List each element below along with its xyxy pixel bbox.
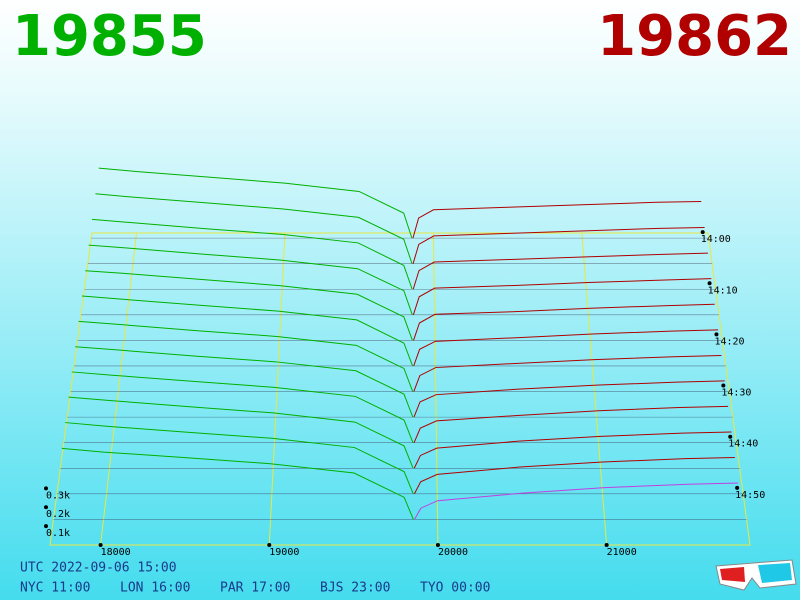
price-tick	[604, 543, 609, 547]
bid-depth-line	[88, 244, 413, 316]
bid-depth-line	[85, 270, 413, 341]
time-tick	[728, 434, 733, 439]
time-tick-label: 14:40	[728, 439, 758, 450]
bid-depth-line	[65, 422, 414, 495]
bid-depth-line	[91, 218, 413, 290]
ask-depth-line	[413, 354, 722, 392]
ask-depth-line	[412, 278, 712, 315]
depth-tick-label: 0.1k	[46, 528, 70, 539]
ask-depth-line	[413, 431, 732, 469]
price-grid-line	[100, 232, 138, 546]
city-time: TYO 00:00	[420, 581, 490, 596]
city-times: NYC 11:00 LON 16:00 PAR 17:00 BJS 23:00 TYO …	[20, 581, 490, 596]
ask-depth-line	[413, 405, 729, 443]
time-tick-label: 14:30	[721, 388, 751, 399]
ask-depth-line	[414, 482, 739, 520]
bid-depth-line	[95, 193, 413, 264]
bid-depth-line	[78, 320, 414, 392]
time-tick	[714, 332, 719, 337]
price-tick-label: 21000	[607, 547, 637, 558]
time-tick-label: 14:10	[708, 285, 738, 296]
utc-time: UTC 2022-09-06 15:00	[20, 561, 177, 576]
time-tick	[707, 281, 712, 286]
city-time: PAR 17:00	[220, 581, 290, 596]
ask-depth-line	[413, 457, 735, 495]
floor-frame	[49, 232, 751, 546]
price-grid-line	[432, 232, 439, 546]
time-tick	[700, 230, 705, 235]
plot: 18000 19000 20000 21000 14:00 14:10 14:20 14:30…	[44, 167, 765, 558]
price-tick-label: 20000	[438, 547, 468, 558]
time-tick-label: 14:00	[701, 234, 731, 245]
time-tick	[721, 383, 726, 388]
price-grid-line	[268, 232, 286, 546]
ask-depth-line	[413, 303, 715, 341]
best-ask: 19862	[597, 4, 792, 69]
depth-tick-label: 0.2k	[46, 509, 70, 520]
3d-glasses-icon	[715, 559, 797, 591]
price-tick-label: 18000	[101, 547, 131, 558]
bid-depth-line	[71, 371, 414, 443]
time-tick	[735, 485, 740, 490]
ask-depth-line	[413, 380, 725, 418]
bid-depth-line	[68, 396, 414, 469]
time-tick-label: 14:20	[714, 336, 744, 347]
ask-depth-line	[412, 252, 708, 290]
bid-depth-line	[75, 346, 414, 418]
ask-depth-line	[412, 200, 702, 239]
price-grid-line	[581, 232, 608, 546]
depth-tick	[44, 486, 48, 491]
bid-depth-line	[61, 447, 414, 520]
city-time: BJS 23:00	[320, 581, 390, 596]
price-tick	[267, 543, 272, 547]
city-time: LON 16:00	[120, 581, 190, 596]
price-tick	[98, 543, 103, 547]
bid-depth-line	[81, 295, 414, 367]
bid-depth-line	[98, 167, 413, 239]
time-tick-label: 14:50	[735, 490, 765, 501]
ask-depth-line	[413, 329, 719, 367]
best-bid: 19855	[12, 4, 207, 69]
city-time: NYC 11:00	[20, 581, 90, 596]
depth-tick	[44, 505, 48, 510]
ask-depth-line	[412, 226, 705, 264]
price-tick-label: 19000	[269, 547, 299, 558]
depth-tick	[44, 524, 48, 529]
price-tick	[435, 543, 440, 547]
depth-tick-label: 0.3k	[46, 490, 70, 501]
